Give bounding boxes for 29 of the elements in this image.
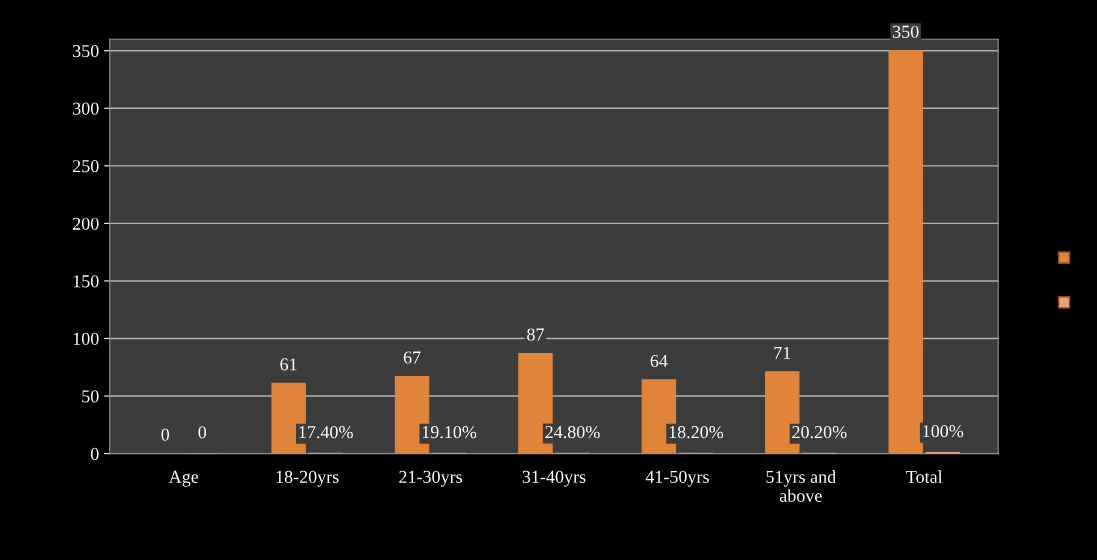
data-label: 19.10% [422, 426, 477, 439]
x-tick-label: 41-50yrs [645, 470, 709, 487]
data-label: 0 [198, 426, 207, 439]
y-tick-label: 150 [73, 275, 99, 288]
data-label: 67 [403, 351, 421, 364]
y-tick-label: 0 [90, 447, 99, 461]
data-label: 0 [161, 428, 170, 441]
data-label: 350 [893, 25, 919, 38]
data-label: 61 [280, 358, 297, 371]
y-tick-label: 100 [73, 332, 99, 345]
y-tick-label: 200 [72, 217, 99, 230]
y-tick-label: 350 [73, 44, 99, 58]
x-tick-label: Age [168, 470, 199, 487]
data-label: 24.80% [545, 425, 600, 439]
data-label: 71 [774, 346, 791, 359]
x-tick-label: Total [906, 470, 943, 483]
y-tick-label: 300 [73, 102, 99, 115]
data-label: 100% [923, 425, 964, 438]
x-tick-label: 51yrs and above [766, 470, 836, 502]
x-tick-label: 18-20yrs [276, 470, 339, 487]
data-label: 17.40% [299, 426, 353, 439]
data-label: 64 [650, 354, 668, 368]
y-tick-label: 250 [72, 160, 99, 173]
y-tick-label: 50 [82, 390, 99, 403]
x-tick-label: 21-30yrs [399, 470, 463, 487]
data-label: 18.20% [669, 426, 724, 439]
data-label: 87 [527, 328, 544, 341]
x-tick-label: 31-40yrs [522, 470, 586, 487]
data-label: 20.20% [792, 426, 847, 439]
